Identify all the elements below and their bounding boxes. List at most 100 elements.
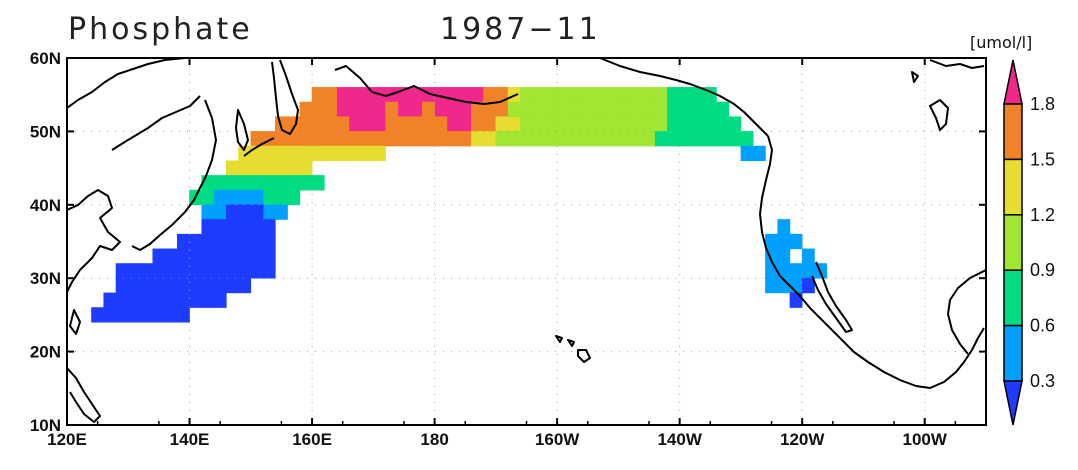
data-cell bbox=[618, 116, 631, 132]
coastline-north-america bbox=[759, 135, 985, 389]
data-cell bbox=[397, 101, 411, 118]
data-cell bbox=[164, 307, 178, 323]
data-cell bbox=[348, 116, 362, 132]
data-cell bbox=[642, 116, 656, 132]
data-cell bbox=[250, 248, 264, 264]
data-cell bbox=[581, 131, 595, 147]
data-cell bbox=[360, 116, 374, 132]
coastline-hawaii-2 bbox=[567, 339, 575, 347]
data-cell bbox=[201, 248, 215, 264]
data-cell bbox=[238, 175, 252, 191]
y-tick-label: 30N bbox=[30, 269, 61, 288]
data-cell bbox=[544, 87, 558, 103]
data-cell bbox=[225, 277, 239, 294]
map-title-variable: Phosphate bbox=[68, 12, 253, 47]
data-cell bbox=[507, 131, 521, 147]
data-cell bbox=[569, 116, 582, 132]
data-cell bbox=[556, 101, 570, 118]
data-cell bbox=[520, 87, 533, 103]
x-tick-label: 100W bbox=[903, 430, 948, 449]
data-cell bbox=[250, 204, 264, 220]
coastline-philippines bbox=[67, 367, 101, 423]
x-tick-label: 180 bbox=[420, 430, 448, 449]
data-cell bbox=[385, 131, 399, 147]
data-cell bbox=[140, 277, 154, 294]
data-cell bbox=[703, 116, 717, 132]
data-cell bbox=[667, 116, 680, 132]
data-cell bbox=[213, 204, 227, 220]
data-cell bbox=[483, 116, 497, 132]
data-cell bbox=[789, 263, 803, 279]
region-lightgreen bbox=[495, 87, 668, 147]
data-cell bbox=[801, 277, 815, 294]
data-cell bbox=[176, 277, 190, 294]
data-cell bbox=[728, 131, 742, 147]
colorbar-segment bbox=[1003, 269, 1023, 327]
data-cell bbox=[495, 87, 509, 103]
x-tick-label: 160W bbox=[535, 430, 580, 449]
coastline-kurils bbox=[243, 137, 275, 157]
data-cell bbox=[765, 233, 778, 250]
coastlines bbox=[67, 58, 986, 423]
data-cell bbox=[532, 87, 546, 103]
data-cell bbox=[115, 277, 129, 294]
data-cell bbox=[654, 116, 668, 132]
data-cell bbox=[127, 263, 141, 279]
data-cell bbox=[238, 160, 252, 176]
data-cell bbox=[409, 101, 423, 118]
data-cell bbox=[201, 277, 215, 294]
data-cell bbox=[667, 101, 680, 118]
data-cell bbox=[544, 101, 558, 118]
data-cell bbox=[336, 87, 350, 103]
data-cell bbox=[716, 101, 729, 118]
data-cell bbox=[373, 131, 386, 147]
data-cell bbox=[140, 292, 154, 308]
data-cell bbox=[164, 277, 178, 294]
data-cell bbox=[238, 145, 252, 162]
data-cell bbox=[520, 116, 533, 132]
data-cell bbox=[777, 233, 791, 250]
data-cell bbox=[238, 233, 252, 250]
colorbar-level-label: 1.2 bbox=[1030, 205, 1055, 225]
data-cell bbox=[201, 204, 215, 220]
coastline-kamchatka bbox=[271, 59, 299, 135]
coastline-hawaii-1 bbox=[555, 335, 563, 343]
data-cell bbox=[140, 307, 154, 323]
data-cell bbox=[373, 145, 386, 162]
colorbar: 1.8 1.5 1.2 0.9 0.6 0.3 bbox=[1003, 59, 1055, 426]
region-yellow bbox=[225, 87, 521, 176]
data-cell bbox=[213, 292, 227, 308]
data-cell bbox=[164, 248, 178, 264]
data-cell bbox=[569, 87, 582, 103]
data-cell bbox=[250, 263, 264, 279]
data-cell bbox=[740, 145, 754, 162]
coastline-alaska bbox=[599, 58, 769, 137]
data-cell bbox=[544, 131, 558, 147]
data-cell bbox=[213, 233, 227, 250]
data-cell bbox=[581, 116, 595, 132]
data-cell bbox=[225, 175, 239, 191]
data-cell bbox=[262, 263, 276, 279]
data-cell bbox=[275, 189, 288, 206]
data-cell bbox=[458, 131, 472, 147]
data-cell bbox=[336, 116, 350, 132]
data-cell bbox=[679, 131, 693, 147]
data-cell bbox=[299, 145, 313, 162]
data-cell bbox=[765, 277, 778, 294]
data-cell bbox=[691, 116, 705, 132]
colorbar-top-arrow bbox=[1003, 59, 1023, 105]
data-cell bbox=[373, 101, 386, 118]
x-tick-label: 160E bbox=[292, 430, 332, 449]
data-cell bbox=[115, 263, 129, 279]
coastline-gulf-mexico bbox=[947, 269, 986, 355]
phosphate-field bbox=[91, 87, 828, 323]
data-cell bbox=[446, 101, 460, 118]
colorbar-segment bbox=[1003, 214, 1023, 271]
data-cell bbox=[495, 131, 509, 147]
data-cell bbox=[225, 263, 239, 279]
data-cell bbox=[618, 101, 631, 118]
data-cell bbox=[728, 116, 742, 132]
coastline-asia bbox=[67, 58, 186, 109]
data-cell bbox=[360, 131, 374, 147]
y-tick-label: 60N bbox=[30, 49, 61, 68]
